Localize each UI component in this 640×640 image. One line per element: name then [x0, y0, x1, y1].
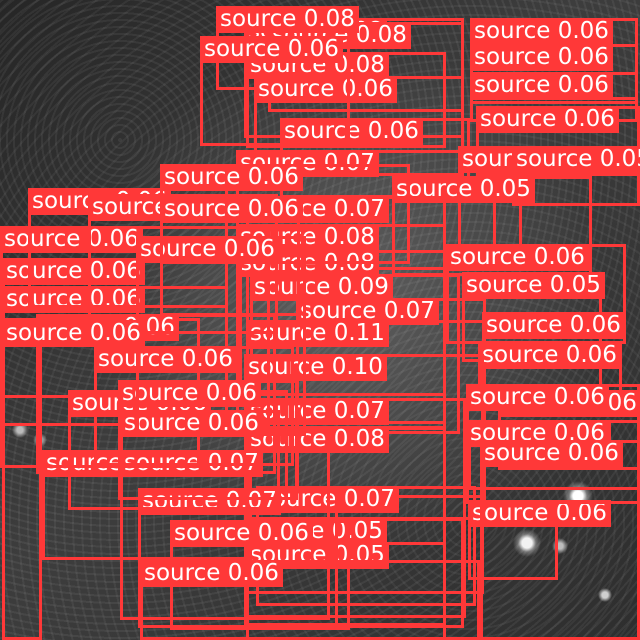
detection-label: source 0.06	[2, 320, 145, 347]
detection-label: source 0.06	[280, 118, 423, 145]
detection-label: source 0.06	[470, 18, 613, 45]
detection-box: source 0.06	[476, 106, 640, 176]
detection-label: source 0.09	[250, 274, 393, 301]
detection-label: source 0.06	[480, 440, 623, 467]
detection-label: source 0.06	[200, 36, 343, 63]
detection-box: source 0.08	[216, 6, 359, 90]
detection-box: source 0.06	[478, 342, 622, 402]
detection-label: source 0.06	[478, 342, 621, 369]
detection-label: source 0.06	[160, 196, 303, 223]
detection-box: source 0.06	[118, 380, 298, 500]
detection-label: source 0.06	[466, 384, 609, 411]
detection-label: source 0.08	[246, 426, 389, 453]
detection-box: source 0.06	[94, 346, 294, 466]
detection-box: source 0.06	[160, 164, 410, 264]
detection-box: source 0.06	[120, 410, 280, 500]
detection-label: source 0.06	[254, 76, 397, 103]
detection-label: source 0.06	[118, 380, 261, 407]
detection-box: source 0.06	[480, 440, 640, 640]
detection-label: source 0.06	[120, 410, 263, 437]
detection-label: source 0.06	[482, 312, 625, 339]
detection-label: source 0.06	[468, 500, 611, 527]
detection-label: source 0.06	[470, 72, 613, 99]
detection-label: source 0.05	[512, 146, 640, 173]
detection-label: source 0.06	[0, 226, 143, 253]
detection-label: source 0.05	[462, 272, 605, 299]
detection-box: source 0.07	[138, 488, 338, 628]
detection-label: source 0.06	[446, 244, 589, 271]
detection-box: source 0.06	[200, 36, 350, 146]
detection-box: source 0.06	[446, 244, 626, 344]
detection-label: source 0.06	[160, 164, 303, 191]
detection-label: source 0.06	[140, 560, 283, 587]
detection-label: source 0.06	[94, 346, 237, 373]
detection-box: source 0.06	[2, 320, 145, 640]
detection-box: source 0.06	[468, 500, 611, 580]
detection-box: source 0.06	[140, 560, 480, 640]
detection-label: source 0.06	[470, 44, 613, 71]
detection-box: source 0.05	[512, 146, 640, 206]
detection-label: source 0.06	[170, 520, 313, 547]
detection-label: source 0.08	[216, 6, 359, 33]
detection-box: source 0.08	[246, 426, 446, 626]
detection-label: source 0.06	[476, 106, 619, 133]
